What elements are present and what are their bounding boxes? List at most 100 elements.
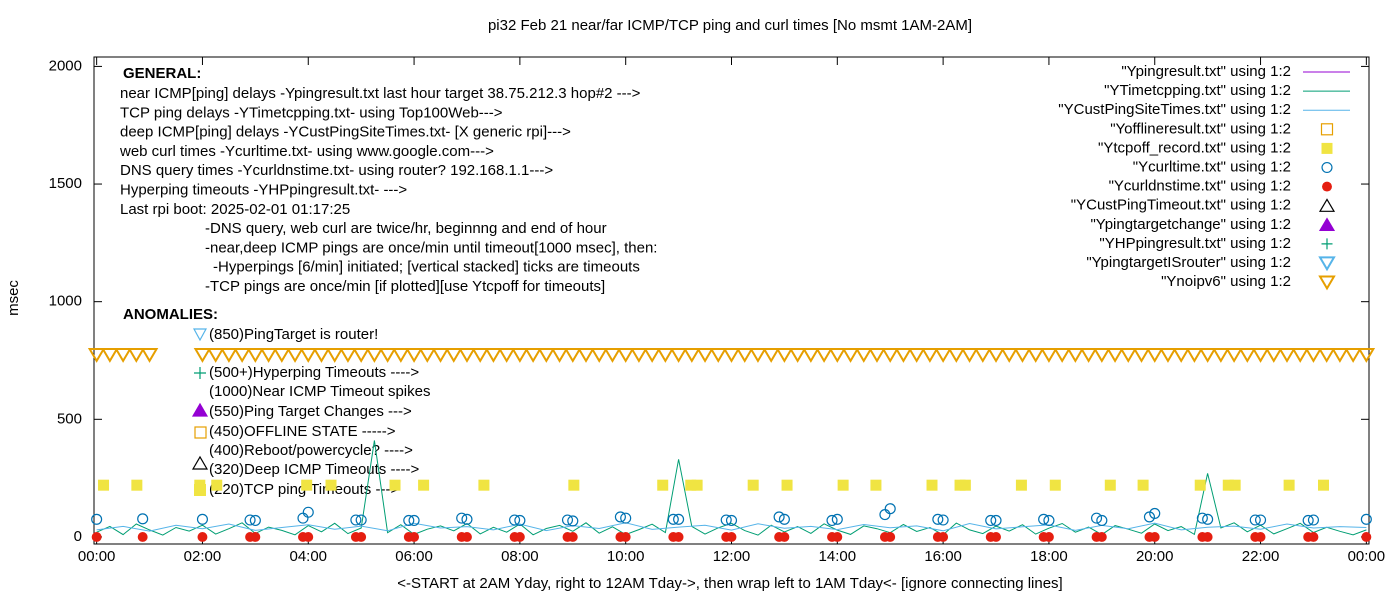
triangle-down-marker <box>1291 348 1309 363</box>
triangle-down-marker <box>471 348 489 363</box>
series-line <box>96 522 1367 532</box>
circle-marker <box>937 514 949 526</box>
general-note: -near,deep ICMP pings are once/min until… <box>205 239 657 256</box>
circle-marker <box>1043 514 1055 527</box>
square-marker <box>418 479 430 491</box>
triangle-down-marker <box>431 348 450 363</box>
circle-marker <box>667 513 679 525</box>
square-marker <box>1104 479 1116 491</box>
circle-marker <box>461 513 473 525</box>
legend-label: "YCustPingTimeout.txt" using 1:2 <box>1071 197 1291 214</box>
anomaly-note: (320)Deep ICMP Timeouts ----> <box>209 461 419 478</box>
general-note: web curl times -Ycurltime.txt- using www… <box>119 143 494 160</box>
x-tick-label: 18:00 <box>1030 548 1068 565</box>
circle-marker <box>1202 531 1213 542</box>
circle-marker <box>1307 514 1320 526</box>
square-marker <box>131 479 143 491</box>
triangle-down-marker <box>537 348 556 363</box>
legend-label: "Ycurldnstime.txt" using 1:2 <box>1109 178 1291 195</box>
triangle-down-marker <box>669 348 688 363</box>
triangle-down-marker <box>775 348 794 363</box>
triangle-down-marker <box>1185 348 1204 363</box>
triangle-down-marker <box>259 348 278 363</box>
triangle-down-marker <box>894 348 913 363</box>
circle-marker <box>567 531 578 542</box>
triangle-down-marker <box>1265 348 1283 363</box>
legend-label: "Ytcpoff_record.txt" using 1:2 <box>1098 139 1291 156</box>
triangle-down-marker <box>114 348 132 363</box>
triangle-down-marker <box>1225 348 1243 363</box>
legend-swatch <box>1320 123 1334 136</box>
x-tick-label: 14:00 <box>819 548 857 565</box>
triangle-down-marker <box>616 348 635 363</box>
circle-marker <box>561 514 574 526</box>
circle-marker <box>991 531 1001 542</box>
triangle-down-marker <box>762 348 780 363</box>
symbol <box>194 367 206 379</box>
circle-marker <box>1043 531 1054 542</box>
legend-label: "Ypingtargetchange" using 1:2 <box>1090 216 1291 233</box>
legend-label: "YTimetcpping.txt" using 1:2 <box>1104 82 1291 99</box>
triangle-down-marker <box>299 348 318 363</box>
x-tick-label: 06:00 <box>395 548 433 565</box>
square-marker <box>1283 479 1295 491</box>
triangle-down-marker <box>960 348 979 363</box>
circle-marker <box>985 514 997 527</box>
general-note: near ICMP[ping] delays -Ypingresult.txt … <box>120 85 641 102</box>
general-note: -DNS query, web curl are twice/hr, begin… <box>205 220 607 237</box>
triangle-down-marker <box>1238 348 1257 363</box>
circle-marker <box>778 513 790 525</box>
square-marker <box>568 479 580 491</box>
circle-marker <box>620 531 631 542</box>
legend-label: "Ypingresult.txt" using 1:2 <box>1121 63 1291 80</box>
anomaly-symbols <box>191 328 209 496</box>
triangle-down-marker <box>1344 348 1362 363</box>
triangle-down-marker <box>1093 348 1111 363</box>
y-tick-label: 0 <box>74 528 82 545</box>
circle-marker <box>1038 513 1050 525</box>
triangle-down-marker <box>246 348 265 363</box>
circle-marker <box>884 503 896 515</box>
legend-swatch <box>1318 275 1336 291</box>
triangle-down-marker <box>127 348 146 363</box>
circle-marker <box>826 514 838 527</box>
anomaly-note: (400)Reboot/powercycle? ----> <box>209 442 413 459</box>
circle-marker <box>885 531 896 542</box>
triangle-down-marker <box>643 348 661 363</box>
general-note: TCP ping delays -YTimetcpping.txt- using… <box>120 104 503 121</box>
general-note: Last rpi boot: 2025-02-01 01:17:25 <box>120 201 350 218</box>
square-marker <box>211 479 223 491</box>
triangle-down-marker <box>855 348 873 363</box>
legend-swatch <box>1322 181 1332 192</box>
circle-marker <box>879 509 891 521</box>
triangle-down-marker <box>193 348 212 363</box>
triangle-down-marker <box>802 348 820 363</box>
triangle-down-marker <box>709 348 728 363</box>
triangle-down-marker <box>934 348 952 363</box>
legend-label: "YpingtargetISrouter" using 1:2 <box>1086 254 1291 271</box>
circle-marker <box>1255 531 1266 542</box>
square-marker <box>1194 479 1206 491</box>
legend-label: "YHPpingresult.txt" using 1:2 <box>1099 235 1291 252</box>
x-tick-label: 12:00 <box>713 548 751 565</box>
circle-marker <box>350 514 362 526</box>
triangle-down-marker <box>696 348 714 363</box>
square-marker <box>478 479 490 491</box>
triangle-down-marker <box>392 348 410 363</box>
square-marker <box>781 479 793 491</box>
triangle-down-marker <box>140 348 159 363</box>
x-tick-label: 00:00 <box>1348 548 1386 565</box>
symbol <box>194 426 207 439</box>
triangle-down-marker <box>1304 348 1323 363</box>
circle-marker <box>456 512 468 524</box>
triangle-down-marker <box>1053 348 1071 363</box>
x-tick-label: 00:00 <box>78 548 116 565</box>
triangle-down-marker <box>1013 348 1032 363</box>
triangle-down-marker <box>749 348 767 363</box>
circle-marker <box>1096 531 1107 542</box>
square-marker <box>657 479 669 491</box>
circle-marker <box>408 514 420 527</box>
y-tick-label: 2000 <box>49 57 82 74</box>
legend-swatch <box>1321 142 1333 154</box>
anomaly-note: (1000)Near ICMP Timeout spikes <box>209 383 430 400</box>
